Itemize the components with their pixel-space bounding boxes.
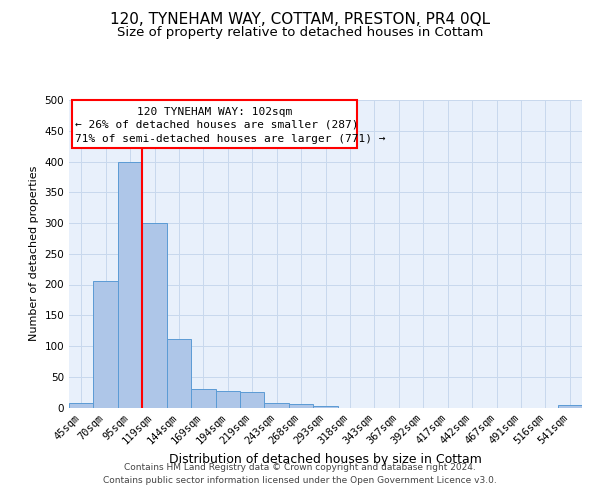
Bar <box>94 282 118 408</box>
Text: Contains HM Land Registry data © Crown copyright and database right 2024.: Contains HM Land Registry data © Crown c… <box>124 462 476 471</box>
Y-axis label: Number of detached properties: Number of detached properties <box>29 166 39 342</box>
Bar <box>118 162 142 408</box>
Bar <box>191 389 215 407</box>
Bar <box>240 392 265 407</box>
Text: 120 TYNEHAM WAY: 102sqm: 120 TYNEHAM WAY: 102sqm <box>137 107 292 117</box>
Text: 120, TYNEHAM WAY, COTTAM, PRESTON, PR4 0QL: 120, TYNEHAM WAY, COTTAM, PRESTON, PR4 0… <box>110 12 490 28</box>
Bar <box>167 339 191 407</box>
Bar <box>215 391 240 407</box>
Text: ← 26% of detached houses are smaller (287): ← 26% of detached houses are smaller (28… <box>75 120 359 130</box>
Bar <box>313 406 338 407</box>
Bar <box>557 405 582 407</box>
X-axis label: Distribution of detached houses by size in Cottam: Distribution of detached houses by size … <box>169 453 482 466</box>
Text: Size of property relative to detached houses in Cottam: Size of property relative to detached ho… <box>117 26 483 39</box>
Bar <box>69 402 94 407</box>
Bar <box>289 404 313 407</box>
Text: 71% of semi-detached houses are larger (771) →: 71% of semi-detached houses are larger (… <box>75 134 386 144</box>
Bar <box>265 402 289 407</box>
Bar <box>142 223 167 408</box>
Text: Contains public sector information licensed under the Open Government Licence v3: Contains public sector information licen… <box>103 476 497 485</box>
